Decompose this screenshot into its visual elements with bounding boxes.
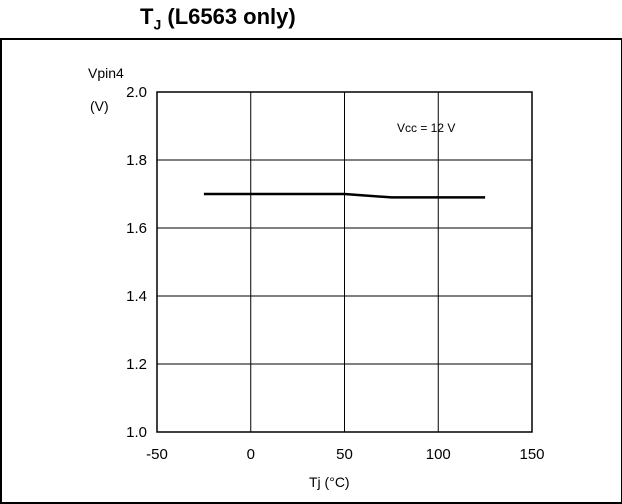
y-axis-label-name: Vpin4	[88, 65, 124, 81]
y-tick-label: 1.8	[126, 152, 147, 169]
y-tick-label: 1.6	[126, 220, 147, 237]
x-tick-label: 50	[336, 446, 353, 463]
grid-lines	[156, 91, 533, 433]
y-tick-label: 1.0	[126, 424, 147, 441]
y-tick-label: 1.4	[126, 288, 147, 305]
chart-title: TJ (L6563 only)	[140, 4, 296, 32]
x-tick-label: 0	[247, 446, 255, 463]
x-tick-label: 100	[426, 446, 451, 463]
title-main: T	[140, 4, 154, 29]
x-tick-labels: -50 0 50 100 150	[146, 446, 544, 463]
vcc-annotation: Vcc = 12 V	[397, 121, 455, 135]
y-tick-label: 1.2	[126, 356, 147, 373]
y-tick-labels: 1.0 1.2 1.4 1.6 1.8 2.0	[126, 84, 147, 441]
x-tick-label: 150	[519, 446, 544, 463]
title-rest: (L6563 only)	[161, 4, 296, 29]
y-axis-label-unit: (V)	[90, 98, 109, 114]
x-axis-label: Tj (°C)	[309, 474, 350, 490]
series-line	[203, 192, 486, 199]
title-subscript: J	[153, 16, 162, 33]
plot-area	[156, 91, 533, 433]
x-tick-label: -50	[146, 446, 168, 463]
y-tick-label: 2.0	[126, 84, 147, 101]
